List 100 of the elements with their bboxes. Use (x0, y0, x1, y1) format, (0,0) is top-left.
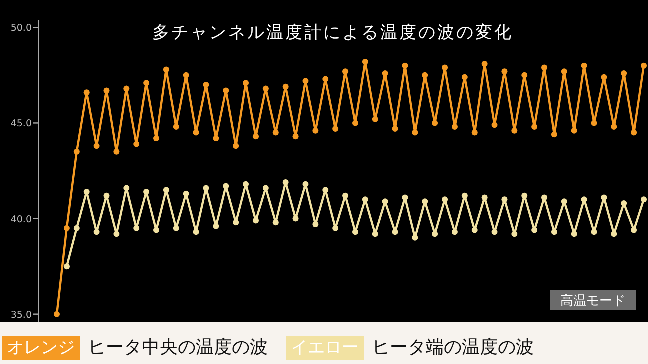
point (193, 130, 200, 136)
point (432, 120, 438, 126)
point (522, 72, 528, 78)
point (114, 148, 120, 155)
point (74, 225, 80, 232)
point (134, 141, 140, 148)
point (213, 136, 220, 142)
point (601, 194, 608, 201)
point (352, 229, 358, 236)
point (252, 218, 259, 224)
point (203, 82, 210, 88)
point (223, 183, 230, 190)
point (104, 192, 110, 199)
point (64, 225, 70, 232)
point (512, 231, 518, 238)
point (532, 227, 538, 234)
point (392, 126, 398, 132)
y-tick-label: 45.0 (10, 118, 32, 130)
y-tick-label: 40.0 (10, 214, 32, 226)
point (452, 229, 458, 236)
point (183, 190, 190, 197)
point (611, 231, 618, 238)
point (412, 130, 418, 136)
point (203, 185, 210, 192)
point (64, 264, 70, 270)
point (252, 134, 259, 140)
point (233, 220, 240, 226)
point (54, 311, 60, 318)
point (532, 124, 538, 130)
point (342, 192, 349, 199)
point (522, 192, 528, 199)
annotation: 高温モード (560, 293, 626, 309)
point (282, 179, 289, 186)
point (561, 68, 568, 75)
point (352, 120, 358, 126)
point (262, 185, 269, 192)
point (442, 64, 448, 71)
point (601, 74, 608, 80)
point (302, 78, 309, 84)
point (432, 231, 438, 238)
point (193, 229, 200, 236)
point (402, 62, 408, 69)
point (581, 62, 588, 69)
point (183, 72, 190, 78)
point (163, 187, 170, 194)
point (243, 80, 250, 86)
point (272, 220, 279, 226)
point (173, 124, 180, 130)
point (144, 80, 150, 86)
point (342, 68, 349, 75)
point (272, 130, 279, 136)
point (462, 74, 468, 80)
point (153, 136, 160, 142)
point (292, 216, 299, 222)
point (372, 116, 378, 122)
point (292, 134, 299, 140)
point (542, 194, 548, 201)
point (94, 143, 100, 150)
point (392, 229, 398, 236)
point (452, 124, 458, 130)
point (611, 124, 618, 130)
y-tick-label: 35.0 (10, 310, 32, 321)
point (472, 130, 478, 136)
point (233, 143, 240, 150)
point (124, 86, 130, 92)
point (551, 229, 558, 236)
point (492, 229, 498, 236)
point (372, 231, 378, 238)
point (621, 200, 628, 206)
point (482, 194, 488, 201)
point (74, 148, 80, 155)
point (382, 70, 388, 77)
point (124, 185, 130, 192)
point (312, 128, 319, 134)
point (163, 66, 170, 73)
point (302, 181, 309, 188)
point (631, 130, 638, 136)
point (94, 229, 100, 236)
point (462, 192, 468, 199)
point (322, 76, 329, 82)
y-tick-label: 50.0 (10, 23, 32, 34)
point (641, 62, 647, 69)
point (84, 90, 90, 96)
point (472, 227, 478, 234)
point (422, 72, 428, 78)
point (114, 231, 120, 238)
legend-label: ヒータ端の温度の波 (372, 337, 534, 358)
point (492, 122, 498, 128)
point (591, 229, 598, 236)
text: オレンジ (7, 338, 75, 358)
point (223, 88, 230, 94)
point (262, 86, 269, 92)
point (551, 132, 558, 138)
legend-label: ヒータ中央の温度の波 (88, 337, 268, 358)
point (312, 222, 319, 228)
point (282, 84, 289, 90)
point (591, 120, 598, 126)
chart-title: 多チャンネル温度計による温度の波の変化 (152, 23, 514, 43)
point (153, 227, 160, 234)
point (571, 231, 578, 238)
